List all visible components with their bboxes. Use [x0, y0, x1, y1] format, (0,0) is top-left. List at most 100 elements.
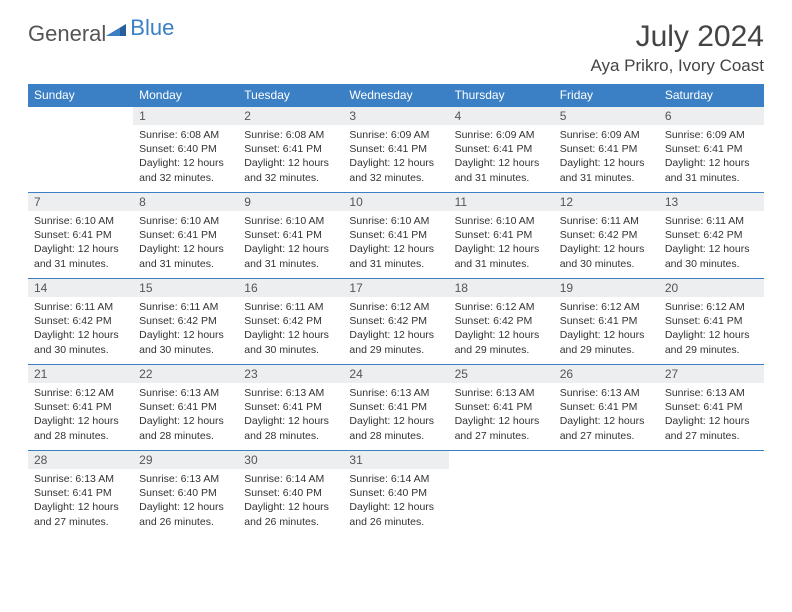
weekday-header: Monday	[133, 84, 238, 106]
day-number: 20	[659, 278, 764, 297]
sunset-text: Sunset: 6:41 PM	[665, 314, 758, 328]
calendar-cell: 30Sunrise: 6:14 AMSunset: 6:40 PMDayligh…	[238, 450, 343, 536]
sunset-text: Sunset: 6:42 PM	[139, 314, 232, 328]
day-details: Sunrise: 6:13 AMSunset: 6:41 PMDaylight:…	[554, 383, 659, 449]
day-details: Sunrise: 6:13 AMSunset: 6:41 PMDaylight:…	[238, 383, 343, 449]
weekday-header: Sunday	[28, 84, 133, 106]
calendar-row: 28Sunrise: 6:13 AMSunset: 6:41 PMDayligh…	[28, 450, 764, 536]
calendar-page: General Blue July 2024 Aya Prikro, Ivory…	[0, 0, 792, 556]
daylight-text: Daylight: 12 hours and 30 minutes.	[139, 328, 232, 356]
calendar-cell: 20 Sunrise: 6:12 AMSunset: 6:41 PMDayligh…	[659, 278, 764, 364]
sunrise-text: Sunrise: 6:11 AM	[665, 214, 758, 228]
daylight-text: Daylight: 12 hours and 32 minutes.	[139, 156, 232, 184]
calendar-cell: 31Sunrise: 6:14 AMSunset: 6:40 PMDayligh…	[343, 450, 448, 536]
day-details: Sunrise: 6:12 AMSunset: 6:42 PMDaylight:…	[343, 297, 448, 363]
day-number: 19	[554, 278, 659, 297]
daylight-text: Daylight: 12 hours and 27 minutes.	[560, 414, 653, 442]
sunrise-text: Sunrise: 6:12 AM	[665, 300, 758, 314]
day-details: Sunrise: 6:11 AMSunset: 6:42 PMDaylight:…	[238, 297, 343, 363]
day-details: Sunrise: 6:13 AMSunset: 6:41 PMDaylight:…	[28, 469, 133, 535]
calendar-cell: 14Sunrise: 6:11 AMSunset: 6:42 PMDayligh…	[28, 278, 133, 364]
day-details: Sunrise: 6:09 AMSunset: 6:41 PMDaylight:…	[343, 125, 448, 191]
sunrise-text: Sunrise: 6:08 AM	[139, 128, 232, 142]
sunrise-text: Sunrise: 6:13 AM	[244, 386, 337, 400]
daylight-text: Daylight: 12 hours and 31 minutes.	[665, 156, 758, 184]
sunset-text: Sunset: 6:40 PM	[139, 142, 232, 156]
sunrise-text: Sunrise: 6:09 AM	[665, 128, 758, 142]
calendar-cell: 17Sunrise: 6:12 AMSunset: 6:42 PMDayligh…	[343, 278, 448, 364]
calendar-cell: 11Sunrise: 6:10 AMSunset: 6:41 PMDayligh…	[449, 192, 554, 278]
calendar-cell: 8Sunrise: 6:10 AMSunset: 6:41 PMDaylight…	[133, 192, 238, 278]
day-number: 16	[238, 278, 343, 297]
day-number: 18	[449, 278, 554, 297]
daylight-text: Daylight: 12 hours and 29 minutes.	[665, 328, 758, 356]
calendar-row: 21Sunrise: 6:12 AMSunset: 6:41 PMDayligh…	[28, 364, 764, 450]
day-details: Sunrise: 6:10 AMSunset: 6:41 PMDaylight:…	[28, 211, 133, 277]
sunset-text: Sunset: 6:42 PM	[560, 228, 653, 242]
daylight-text: Daylight: 12 hours and 28 minutes.	[139, 414, 232, 442]
sunrise-text: Sunrise: 6:10 AM	[139, 214, 232, 228]
day-details: Sunrise: 6:11 AMSunset: 6:42 PMDaylight:…	[554, 211, 659, 277]
day-number: 6	[659, 106, 764, 125]
header: General Blue July 2024 Aya Prikro, Ivory…	[28, 20, 764, 76]
day-details: Sunrise: 6:11 AMSunset: 6:42 PMDaylight:…	[133, 297, 238, 363]
sunset-text: Sunset: 6:41 PM	[244, 142, 337, 156]
sunrise-text: Sunrise: 6:11 AM	[34, 300, 127, 314]
day-number: 25	[449, 364, 554, 383]
sunset-text: Sunset: 6:40 PM	[139, 486, 232, 500]
daylight-text: Daylight: 12 hours and 29 minutes.	[560, 328, 653, 356]
daylight-text: Daylight: 12 hours and 31 minutes.	[455, 156, 548, 184]
daylight-text: Daylight: 12 hours and 31 minutes.	[349, 242, 442, 270]
sunset-text: Sunset: 6:41 PM	[349, 142, 442, 156]
day-details: Sunrise: 6:08 AMSunset: 6:40 PMDaylight:…	[133, 125, 238, 191]
sunset-text: Sunset: 6:41 PM	[560, 400, 653, 414]
calendar-cell: 9Sunrise: 6:10 AMSunset: 6:41 PMDaylight…	[238, 192, 343, 278]
calendar-cell: 22Sunrise: 6:13 AMSunset: 6:41 PMDayligh…	[133, 364, 238, 450]
sunrise-text: Sunrise: 6:10 AM	[455, 214, 548, 228]
month-title: July 2024	[590, 20, 764, 54]
calendar-cell: 16Sunrise: 6:11 AMSunset: 6:42 PMDayligh…	[238, 278, 343, 364]
sunrise-text: Sunrise: 6:13 AM	[139, 386, 232, 400]
day-number: 4	[449, 106, 554, 125]
day-details: Sunrise: 6:13 AMSunset: 6:40 PMDaylight:…	[133, 469, 238, 535]
calendar-cell: 19Sunrise: 6:12 AMSunset: 6:41 PMDayligh…	[554, 278, 659, 364]
day-details: Sunrise: 6:09 AMSunset: 6:41 PMDaylight:…	[659, 125, 764, 191]
day-number: 7	[28, 192, 133, 211]
sunset-text: Sunset: 6:42 PM	[455, 314, 548, 328]
day-number: 14	[28, 278, 133, 297]
day-number: 3	[343, 106, 448, 125]
daylight-text: Daylight: 12 hours and 32 minutes.	[244, 156, 337, 184]
day-details: Sunrise: 6:12 AMSunset: 6:41 PMDaylight:…	[554, 297, 659, 363]
sunrise-text: Sunrise: 6:13 AM	[455, 386, 548, 400]
weekday-header: Saturday	[659, 84, 764, 106]
sunset-text: Sunset: 6:41 PM	[34, 486, 127, 500]
calendar-table: Sunday Monday Tuesday Wednesday Thursday…	[28, 84, 764, 536]
sunset-text: Sunset: 6:41 PM	[244, 228, 337, 242]
sunrise-text: Sunrise: 6:09 AM	[560, 128, 653, 142]
sunrise-text: Sunrise: 6:11 AM	[244, 300, 337, 314]
sunset-text: Sunset: 6:41 PM	[139, 400, 232, 414]
sunset-text: Sunset: 6:41 PM	[349, 400, 442, 414]
daylight-text: Daylight: 12 hours and 26 minutes.	[139, 500, 232, 528]
sunrise-text: Sunrise: 6:09 AM	[455, 128, 548, 142]
day-number: 29	[133, 450, 238, 469]
day-details: Sunrise: 6:13 AMSunset: 6:41 PMDaylight:…	[133, 383, 238, 449]
sunset-text: Sunset: 6:42 PM	[34, 314, 127, 328]
sunrise-text: Sunrise: 6:10 AM	[34, 214, 127, 228]
day-details: Sunrise: 6:13 AMSunset: 6:41 PMDaylight:…	[343, 383, 448, 449]
sunset-text: Sunset: 6:41 PM	[455, 142, 548, 156]
sunrise-text: Sunrise: 6:13 AM	[560, 386, 653, 400]
day-number	[449, 450, 554, 455]
sunset-text: Sunset: 6:41 PM	[34, 400, 127, 414]
sunrise-text: Sunrise: 6:13 AM	[139, 472, 232, 486]
sunrise-text: Sunrise: 6:14 AM	[349, 472, 442, 486]
day-details: Sunrise: 6:12 AMSunset: 6:41 PMDaylight:…	[28, 383, 133, 449]
daylight-text: Daylight: 12 hours and 30 minutes.	[665, 242, 758, 270]
sunrise-text: Sunrise: 6:11 AM	[560, 214, 653, 228]
calendar-cell: 12Sunrise: 6:11 AMSunset: 6:42 PMDayligh…	[554, 192, 659, 278]
daylight-text: Daylight: 12 hours and 31 minutes.	[34, 242, 127, 270]
day-details: Sunrise: 6:10 AMSunset: 6:41 PMDaylight:…	[238, 211, 343, 277]
daylight-text: Daylight: 12 hours and 31 minutes.	[244, 242, 337, 270]
day-details: Sunrise: 6:12 AMSunset: 6:42 PMDaylight:…	[449, 297, 554, 363]
daylight-text: Daylight: 12 hours and 30 minutes.	[244, 328, 337, 356]
